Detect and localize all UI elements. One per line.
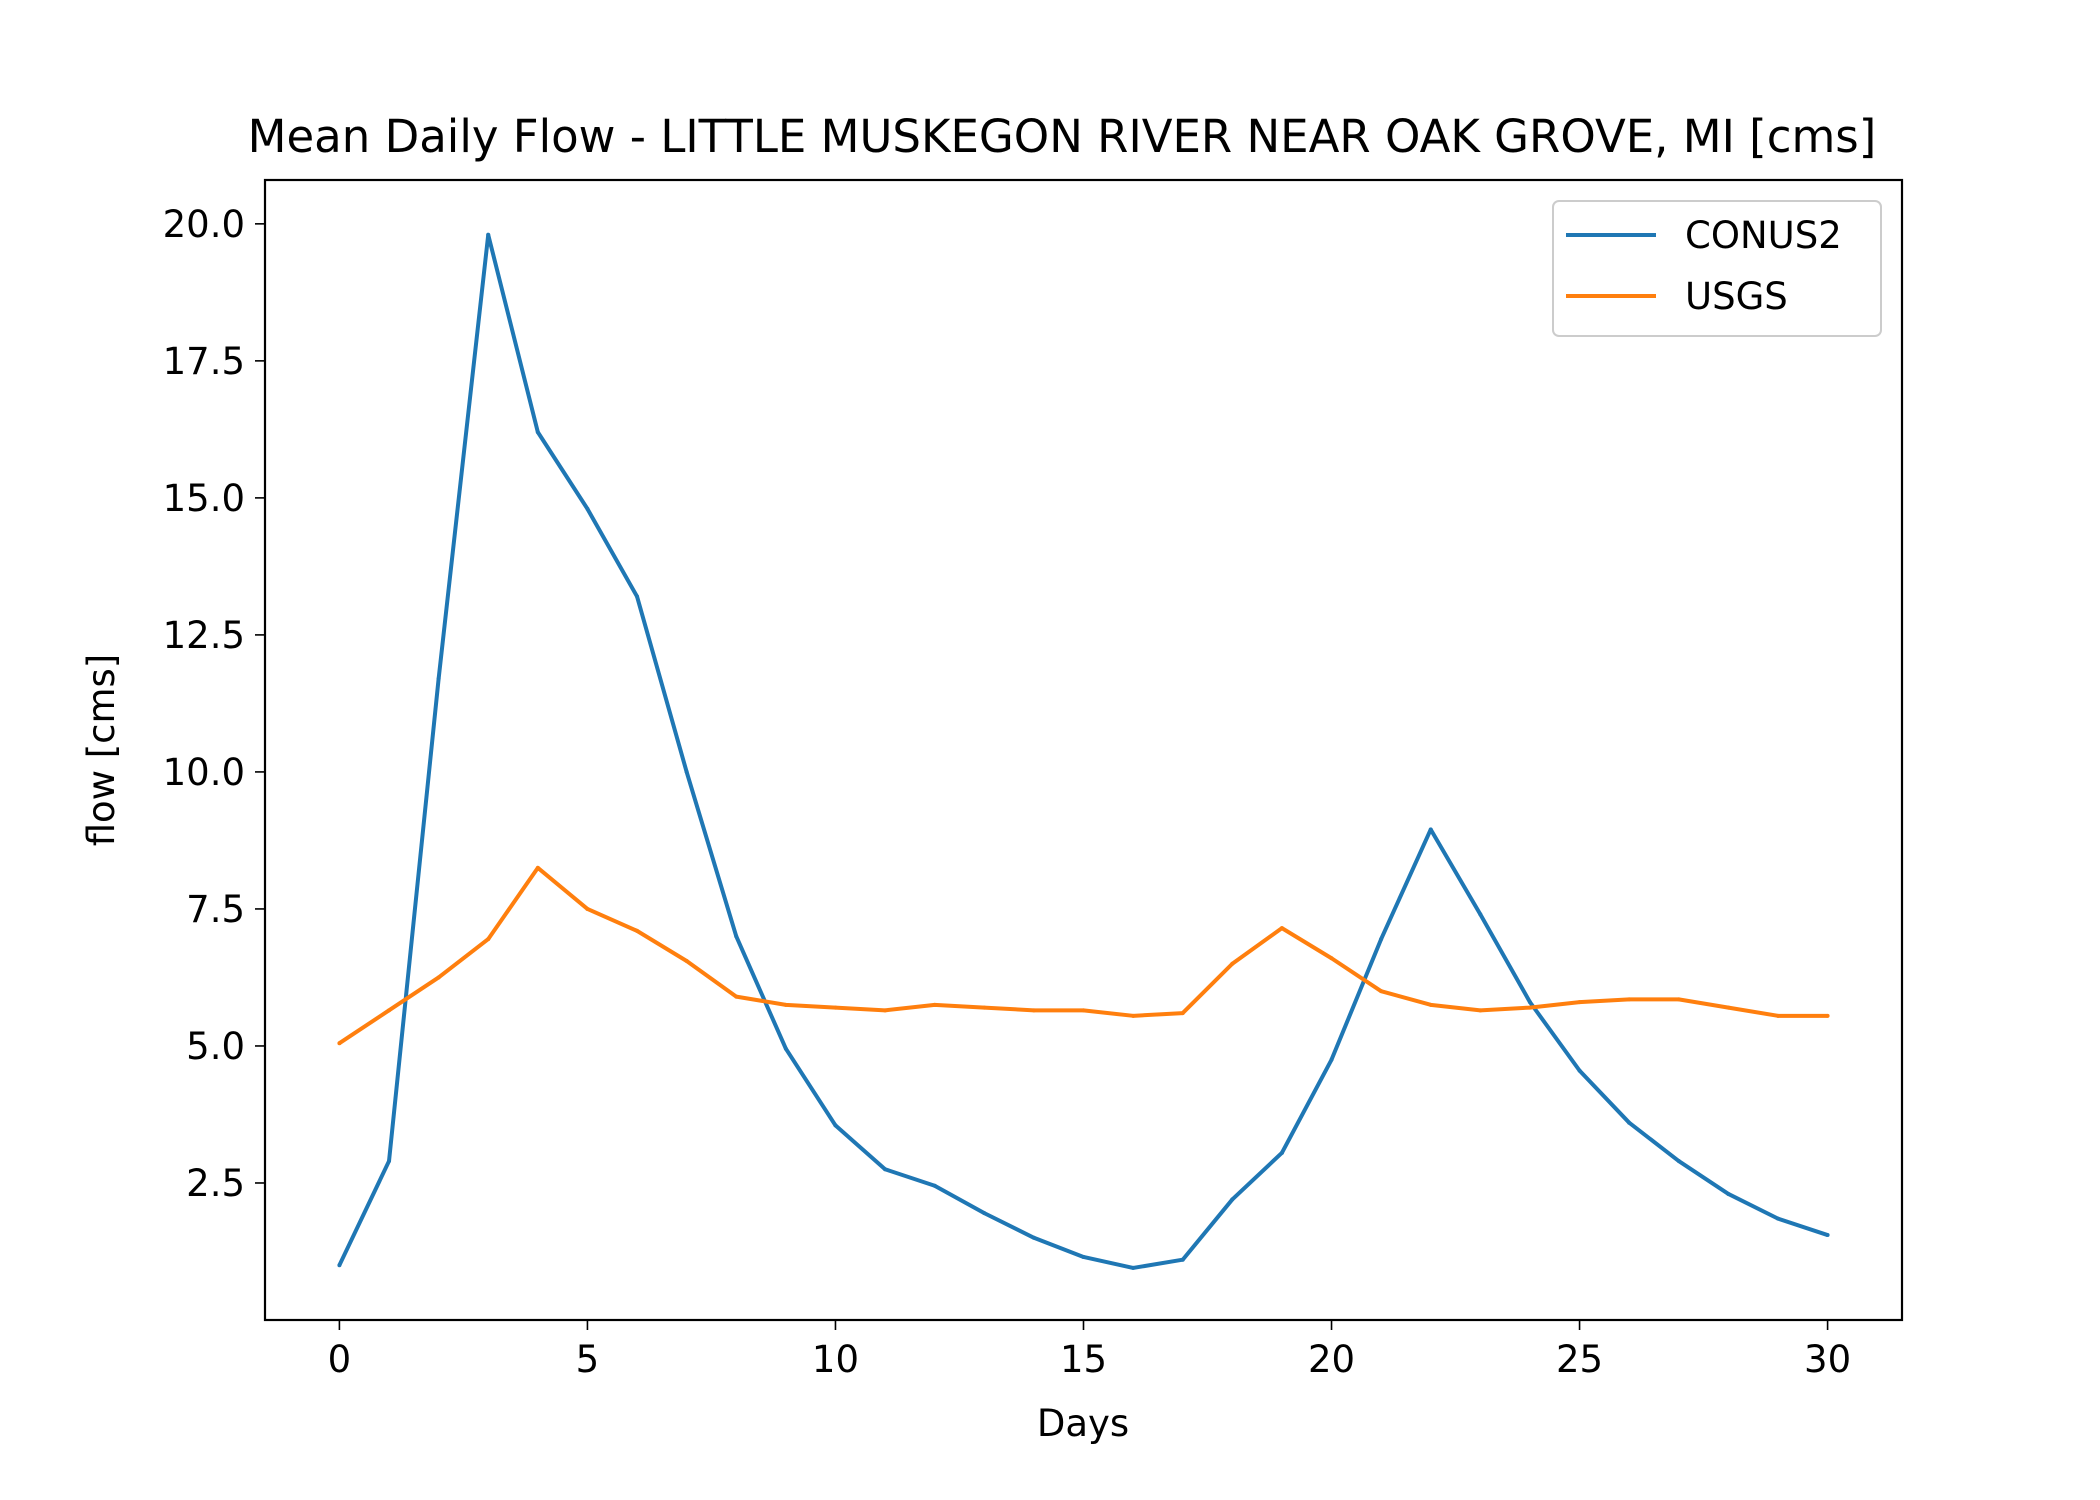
legend: CONUS2 USGS xyxy=(1552,200,1882,337)
data-point-conus2 xyxy=(1230,1197,1235,1202)
data-point-conus2 xyxy=(635,594,640,599)
data-point-usgs xyxy=(1825,1013,1830,1018)
data-point-conus2 xyxy=(1279,1150,1284,1155)
data-point-conus2 xyxy=(783,1046,788,1051)
data-point-usgs xyxy=(1577,1000,1582,1005)
y-tick-label: 20.0 xyxy=(163,203,245,246)
data-point-usgs xyxy=(1775,1013,1780,1018)
y-tick-label: 10.0 xyxy=(163,751,245,794)
data-point-usgs xyxy=(883,1008,888,1013)
data-point-usgs xyxy=(486,937,491,942)
data-point-conus2 xyxy=(585,506,590,511)
data-point-conus2 xyxy=(387,1159,392,1164)
data-point-conus2 xyxy=(982,1211,987,1216)
data-point-conus2 xyxy=(1577,1068,1582,1073)
axes-frame xyxy=(263,178,1904,1322)
series-line-usgs xyxy=(338,865,1828,1045)
data-point-usgs xyxy=(337,1041,342,1046)
data-point-usgs xyxy=(1676,997,1681,1002)
data-point-conus2 xyxy=(1775,1216,1780,1221)
data-point-usgs xyxy=(1081,1008,1086,1013)
data-point-conus2 xyxy=(833,1123,838,1128)
x-axis-label: Days xyxy=(1037,1402,1129,1445)
data-point-conus2 xyxy=(1726,1191,1731,1196)
data-point-conus2 xyxy=(1825,1233,1830,1238)
chart-title: Mean Daily Flow - LITTLE MUSKEGON RIVER … xyxy=(248,110,1877,163)
y-tick-label: 15.0 xyxy=(163,477,245,520)
data-point-usgs xyxy=(684,959,689,964)
data-point-conus2 xyxy=(1081,1254,1086,1259)
x-tick-label: 25 xyxy=(1556,1338,1603,1381)
data-point-usgs xyxy=(1428,1002,1433,1007)
data-point-conus2 xyxy=(734,934,739,939)
legend-label-conus2: CONUS2 xyxy=(1685,214,1842,257)
data-point-conus2 xyxy=(486,232,491,237)
data-point-usgs xyxy=(1478,1008,1483,1013)
x-tick-label: 10 xyxy=(812,1338,859,1381)
y-tick-label: 2.5 xyxy=(186,1162,245,1205)
data-point-conus2 xyxy=(1627,1120,1632,1125)
data-point-usgs xyxy=(1279,926,1284,931)
x-tick-label: 0 xyxy=(328,1338,352,1381)
data-point-usgs xyxy=(436,975,441,980)
y-axis: 2.5 5.0 7.5 10.0 12.5 15.0 17.5 20.0 xyxy=(163,203,265,1205)
data-point-usgs xyxy=(1230,961,1235,966)
x-tick-label: 20 xyxy=(1308,1338,1355,1381)
data-point-usgs xyxy=(734,994,739,999)
data-point-usgs xyxy=(1180,1011,1185,1016)
data-point-conus2 xyxy=(535,430,540,435)
data-point-usgs xyxy=(1329,956,1334,961)
data-point-usgs xyxy=(1031,1008,1036,1013)
data-point-conus2 xyxy=(1329,1057,1334,1062)
data-point-usgs xyxy=(635,928,640,933)
data-point-usgs xyxy=(387,1008,392,1013)
data-point-usgs xyxy=(1379,989,1384,994)
y-tick-label: 17.5 xyxy=(163,340,245,383)
data-point-usgs xyxy=(535,865,540,870)
data-point-conus2 xyxy=(883,1167,888,1172)
data-point-usgs xyxy=(833,1005,838,1010)
data-point-conus2 xyxy=(1180,1257,1185,1262)
data-point-usgs xyxy=(1131,1013,1136,1018)
data-point-conus2 xyxy=(1131,1265,1136,1270)
data-point-usgs xyxy=(1627,997,1632,1002)
series-line-conus2 xyxy=(337,232,1829,1270)
data-point-conus2 xyxy=(436,676,441,681)
x-tick-label: 30 xyxy=(1804,1338,1851,1381)
data-point-conus2 xyxy=(337,1263,342,1268)
data-point-usgs xyxy=(1527,1005,1532,1010)
data-point-conus2 xyxy=(1527,1000,1532,1005)
data-point-conus2 xyxy=(1478,912,1483,917)
data-point-conus2 xyxy=(1379,937,1384,942)
y-tick-label: 7.5 xyxy=(186,888,245,931)
legend-label-usgs: USGS xyxy=(1685,275,1788,318)
data-point-conus2 xyxy=(1428,827,1433,832)
data-point-usgs xyxy=(982,1005,987,1010)
y-tick-label: 5.0 xyxy=(186,1025,245,1068)
data-point-usgs xyxy=(585,906,590,911)
data-point-usgs xyxy=(932,1002,937,1007)
data-point-conus2 xyxy=(1676,1159,1681,1164)
data-point-conus2 xyxy=(932,1183,937,1188)
data-point-usgs xyxy=(1726,1005,1731,1010)
plot-area xyxy=(337,232,1830,1270)
data-point-conus2 xyxy=(684,769,689,774)
data-point-usgs xyxy=(783,1002,788,1007)
y-axis-label: flow [cms] xyxy=(80,654,123,847)
x-tick-label: 5 xyxy=(576,1338,600,1381)
x-axis: 0 5 10 15 20 25 30 xyxy=(328,1320,1851,1381)
y-tick-label: 12.5 xyxy=(163,614,245,657)
x-tick-label: 15 xyxy=(1060,1338,1107,1381)
data-point-conus2 xyxy=(1031,1235,1036,1240)
